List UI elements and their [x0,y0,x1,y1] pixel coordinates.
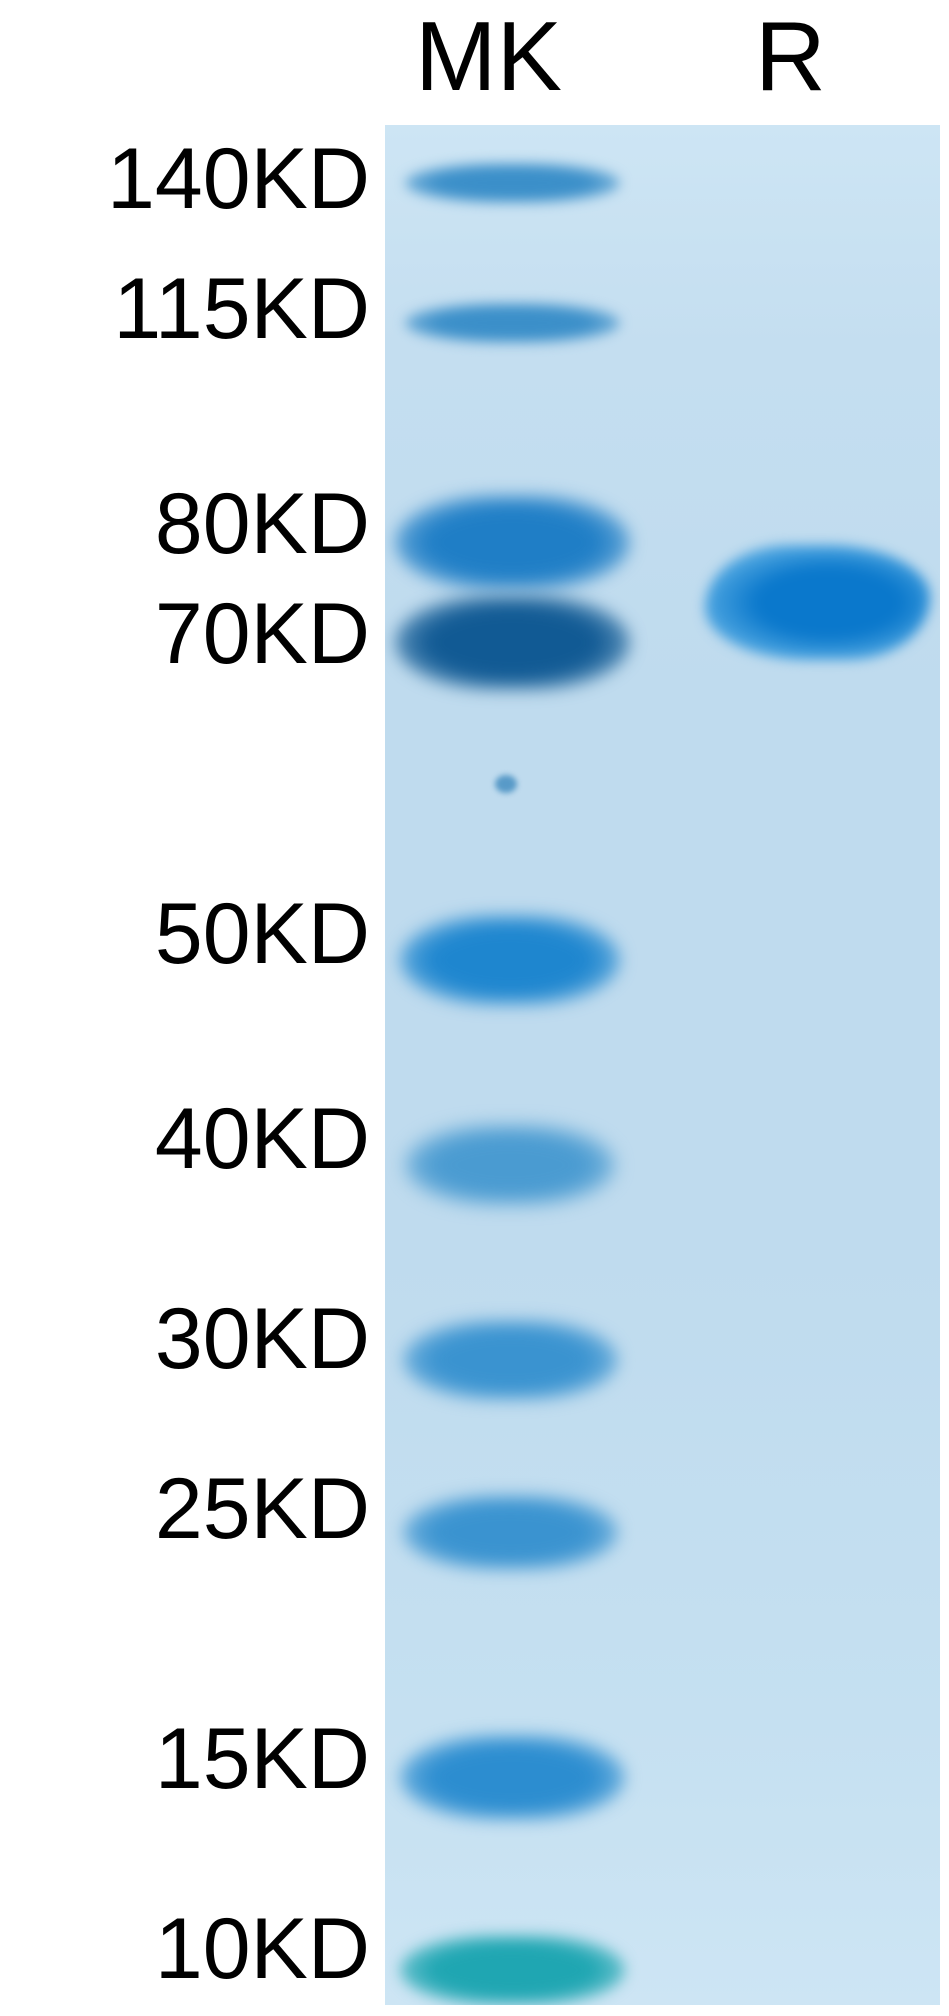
mw-label-80: 80KD [30,475,370,574]
marker-band-10 [400,1935,625,2005]
lane-header-r: R [755,0,826,113]
marker-band-25 [403,1495,618,1570]
marker-band-40 [405,1125,615,1205]
gel-image [385,125,940,2005]
marker-band-115 [405,303,620,343]
mw-label-140: 140KD [30,130,370,229]
marker-band-50 [400,915,620,1005]
mw-label-25: 25KD [30,1460,370,1559]
lane-header-mk: MK [415,0,562,113]
marker-band-15 [400,1735,625,1820]
mw-label-40: 40KD [30,1090,370,1189]
mw-label-115: 115KD [30,260,370,359]
mw-label-70: 70KD [30,585,370,684]
marker-band-70 [395,595,630,690]
gel-figure: MK R 140KD 115KD 80KD 70KD 50KD 40KD 30K… [0,0,949,2016]
marker-band-30 [403,1320,618,1400]
mw-label-10: 10KD [30,1900,370,1999]
mw-label-50: 50KD [30,885,370,984]
marker-band-80 [395,495,630,590]
marker-band-140 [405,163,620,203]
gel-artifact-speck [495,775,517,793]
sample-band-r [705,545,930,660]
mw-label-30: 30KD [30,1290,370,1389]
mw-label-15: 15KD [30,1710,370,1809]
